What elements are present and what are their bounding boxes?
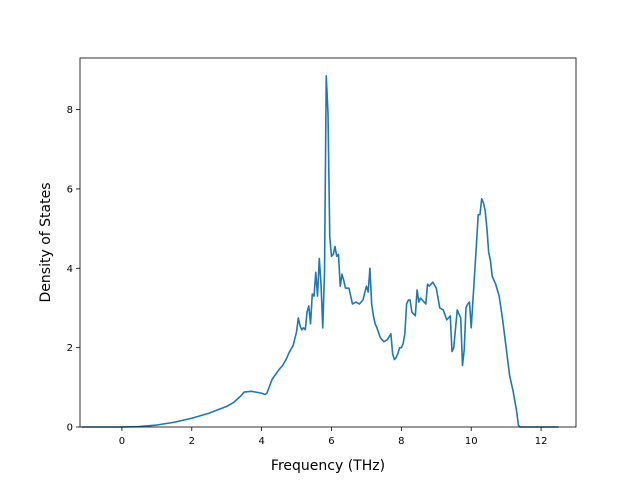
- dos-series-line: [81, 75, 559, 428]
- x-axis-ticks: 0 2 4 6 8 10 12: [119, 427, 548, 447]
- y-tick-label: 0: [67, 423, 73, 434]
- y-tick-label: 2: [67, 343, 73, 354]
- x-tick-label: 0: [119, 436, 125, 447]
- x-tick-label: 8: [398, 436, 404, 447]
- y-tick-label: 8: [67, 105, 73, 116]
- x-tick-label: 4: [258, 436, 264, 447]
- x-axis-label: Frequency (THz): [271, 458, 385, 474]
- x-tick-label: 2: [189, 436, 195, 447]
- y-tick-label: 6: [67, 184, 73, 195]
- x-tick-label: 6: [328, 436, 334, 447]
- x-tick-label: 10: [465, 436, 478, 447]
- y-axis-ticks: 0 2 4 6 8: [67, 105, 80, 434]
- y-tick-label: 4: [67, 264, 73, 275]
- series-layer: [81, 75, 559, 428]
- y-axis-label: Density of States: [38, 183, 54, 303]
- axes-frame: [79, 57, 577, 428]
- x-tick-label: 12: [535, 436, 548, 447]
